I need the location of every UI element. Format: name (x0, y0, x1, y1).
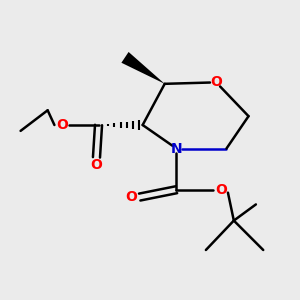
Text: O: O (125, 190, 137, 204)
Text: O: O (91, 158, 102, 172)
Text: O: O (210, 75, 222, 89)
Polygon shape (122, 52, 165, 84)
Text: N: N (171, 142, 182, 155)
Text: O: O (56, 118, 68, 132)
Text: O: O (215, 183, 227, 197)
